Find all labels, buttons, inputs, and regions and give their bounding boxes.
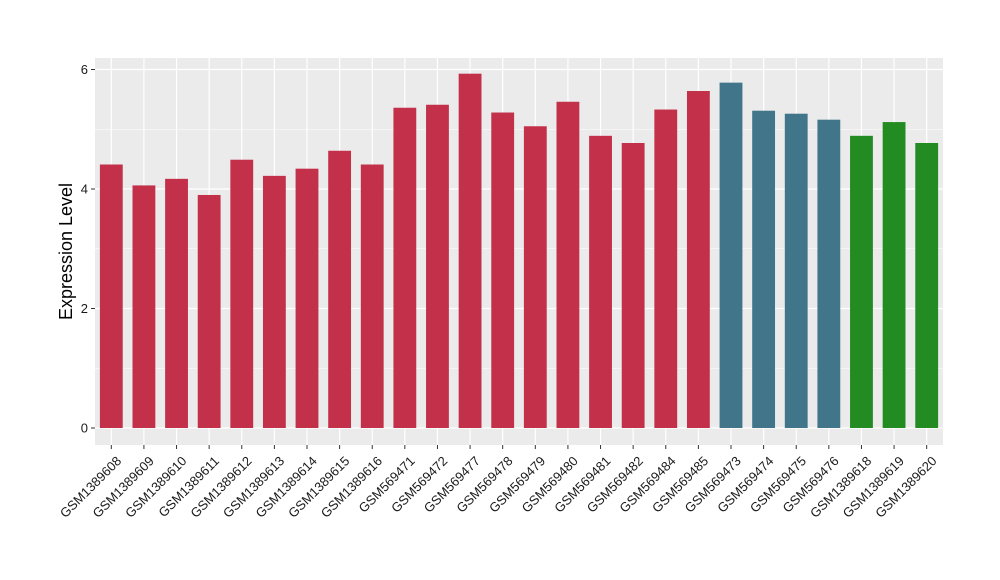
bar-GSM1389618	[850, 135, 873, 428]
bar-GSM569475	[784, 113, 808, 428]
bar-GSM1389611	[197, 194, 221, 428]
bar-GSM1389613	[262, 175, 286, 428]
y-tick-label: 0	[81, 421, 88, 436]
bar-GSM1389608	[99, 164, 123, 428]
y-tick-label: 2	[81, 301, 88, 316]
bars	[99, 73, 939, 429]
y-tick-label: 6	[81, 62, 88, 77]
bar-GSM1389619	[882, 122, 906, 428]
x-axis: GSM1389608GSM1389609GSM1389610GSM1389611…	[57, 445, 940, 521]
bar-GSM569477	[458, 73, 482, 429]
bar-GSM569472	[426, 104, 449, 428]
bar-GSM569476	[817, 119, 841, 428]
bar-GSM1389616	[360, 164, 384, 428]
bar-GSM569471	[393, 107, 417, 429]
bar-GSM569478	[491, 112, 515, 429]
bar-GSM569479	[523, 126, 547, 428]
bar-GSM1389609	[132, 185, 156, 428]
bar-GSM1389612	[230, 159, 254, 428]
bar-GSM1389610	[165, 178, 188, 428]
y-axis: 0 2 4 6	[81, 62, 95, 436]
bar-GSM569473	[719, 82, 743, 429]
plot-panel	[95, 58, 943, 445]
bar-GSM569484	[654, 109, 678, 428]
y-tick-label: 4	[81, 182, 88, 197]
bar-GSM1389615	[328, 150, 352, 428]
bar-GSM569474	[752, 110, 776, 428]
bar-GSM569485	[686, 91, 710, 428]
bar-GSM569480	[556, 101, 580, 428]
bar-GSM569482	[621, 142, 645, 428]
bar-GSM1389620	[915, 142, 939, 428]
y-axis-title: Expression Level	[56, 183, 76, 320]
bar-GSM1389614	[295, 168, 319, 428]
bar-GSM569481	[589, 135, 612, 428]
